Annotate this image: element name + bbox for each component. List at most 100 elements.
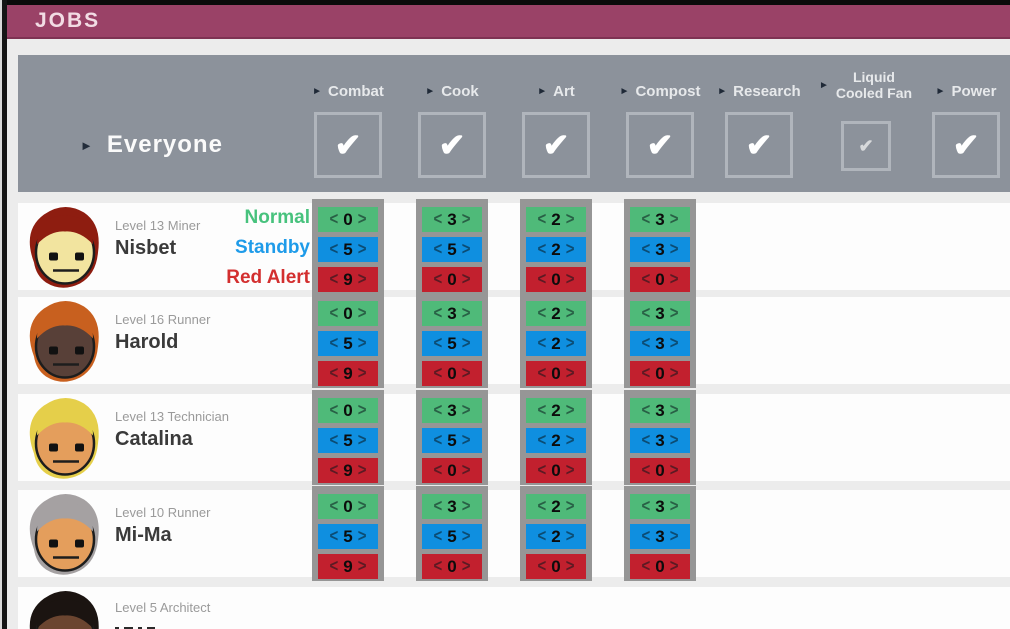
increment-arrow-icon[interactable]: > — [669, 556, 679, 577]
decrement-arrow-icon[interactable]: < — [433, 209, 443, 230]
increment-arrow-icon[interactable]: > — [357, 400, 367, 421]
expand-arrow-icon[interactable]: ► — [312, 86, 323, 97]
priority-cell-standby[interactable]: < 5 > — [318, 237, 378, 262]
increment-arrow-icon[interactable]: > — [565, 333, 575, 354]
decrement-arrow-icon[interactable]: < — [641, 430, 651, 451]
increment-arrow-icon[interactable]: > — [565, 363, 575, 384]
priority-cell-standby[interactable]: < 2 > — [526, 524, 586, 549]
decrement-arrow-icon[interactable]: < — [329, 460, 339, 481]
decrement-arrow-icon[interactable]: < — [641, 460, 651, 481]
priority-cell-normal[interactable]: < 0 > — [318, 398, 378, 423]
increment-arrow-icon[interactable]: > — [461, 460, 471, 481]
decrement-arrow-icon[interactable]: < — [641, 400, 651, 421]
decrement-arrow-icon[interactable]: < — [641, 239, 651, 260]
decrement-arrow-icon[interactable]: < — [537, 496, 547, 517]
priority-cell-red-alert[interactable]: < 0 > — [630, 267, 690, 292]
increment-arrow-icon[interactable]: > — [357, 303, 367, 324]
increment-arrow-icon[interactable]: > — [357, 333, 367, 354]
decrement-arrow-icon[interactable]: < — [433, 333, 443, 354]
decrement-arrow-icon[interactable]: < — [641, 496, 651, 517]
decrement-arrow-icon[interactable]: < — [329, 269, 339, 290]
decrement-arrow-icon[interactable]: < — [329, 363, 339, 384]
priority-cell-standby[interactable]: < 5 > — [422, 524, 482, 549]
increment-arrow-icon[interactable]: > — [669, 496, 679, 517]
increment-arrow-icon[interactable]: > — [565, 430, 575, 451]
priority-cell-normal[interactable]: < 3 > — [630, 301, 690, 326]
priority-cell-red-alert[interactable]: < 0 > — [526, 267, 586, 292]
increment-arrow-icon[interactable]: > — [565, 269, 575, 290]
decrement-arrow-icon[interactable]: < — [537, 460, 547, 481]
decrement-arrow-icon[interactable]: < — [433, 460, 443, 481]
priority-cell-red-alert[interactable]: < 9 > — [318, 267, 378, 292]
decrement-arrow-icon[interactable]: < — [329, 209, 339, 230]
expand-arrow-icon[interactable]: ► — [717, 86, 728, 97]
decrement-arrow-icon[interactable]: < — [537, 526, 547, 547]
increment-arrow-icon[interactable]: > — [669, 269, 679, 290]
increment-arrow-icon[interactable]: > — [565, 303, 575, 324]
column-header-liquid-cooled-fan[interactable]: ► Liquid Cooled Fan — [814, 69, 918, 101]
priority-cell-red-alert[interactable]: < 0 > — [630, 554, 690, 579]
priority-cell-standby[interactable]: < 5 > — [422, 428, 482, 453]
priority-cell-normal[interactable]: < 3 > — [422, 494, 482, 519]
increment-arrow-icon[interactable]: > — [461, 269, 471, 290]
column-checkbox-research[interactable]: ✔ — [725, 112, 793, 178]
decrement-arrow-icon[interactable]: < — [537, 269, 547, 290]
decrement-arrow-icon[interactable]: < — [537, 430, 547, 451]
priority-cell-standby[interactable]: < 3 > — [630, 331, 690, 356]
decrement-arrow-icon[interactable]: < — [433, 303, 443, 324]
increment-arrow-icon[interactable]: > — [357, 460, 367, 481]
column-header-power[interactable]: ► Power — [891, 83, 1010, 100]
increment-arrow-icon[interactable]: > — [461, 430, 471, 451]
increment-arrow-icon[interactable]: > — [669, 333, 679, 354]
decrement-arrow-icon[interactable]: < — [641, 209, 651, 230]
column-header-research[interactable]: ► Research — [684, 83, 834, 100]
increment-arrow-icon[interactable]: > — [461, 556, 471, 577]
priority-cell-standby[interactable]: < 5 > — [422, 237, 482, 262]
increment-arrow-icon[interactable]: > — [461, 496, 471, 517]
increment-arrow-icon[interactable]: > — [565, 239, 575, 260]
decrement-arrow-icon[interactable]: < — [433, 239, 443, 260]
decrement-arrow-icon[interactable]: < — [537, 209, 547, 230]
increment-arrow-icon[interactable]: > — [357, 269, 367, 290]
increment-arrow-icon[interactable]: > — [461, 363, 471, 384]
priority-cell-standby[interactable]: < 3 > — [630, 524, 690, 549]
priority-cell-red-alert[interactable]: < 0 > — [526, 458, 586, 483]
decrement-arrow-icon[interactable]: < — [641, 333, 651, 354]
increment-arrow-icon[interactable]: > — [669, 303, 679, 324]
priority-cell-standby[interactable]: < 2 > — [526, 237, 586, 262]
decrement-arrow-icon[interactable]: < — [641, 269, 651, 290]
decrement-arrow-icon[interactable]: < — [641, 556, 651, 577]
increment-arrow-icon[interactable]: > — [669, 239, 679, 260]
decrement-arrow-icon[interactable]: < — [329, 526, 339, 547]
increment-arrow-icon[interactable]: > — [565, 400, 575, 421]
priority-cell-standby[interactable]: < 3 > — [630, 428, 690, 453]
expand-arrow-icon[interactable]: ► — [935, 86, 946, 97]
increment-arrow-icon[interactable]: > — [565, 496, 575, 517]
increment-arrow-icon[interactable]: > — [461, 209, 471, 230]
priority-cell-normal[interactable]: < 2 > — [526, 398, 586, 423]
increment-arrow-icon[interactable]: > — [357, 239, 367, 260]
decrement-arrow-icon[interactable]: < — [641, 526, 651, 547]
decrement-arrow-icon[interactable]: < — [537, 333, 547, 354]
increment-arrow-icon[interactable]: > — [669, 430, 679, 451]
priority-cell-normal[interactable]: < 3 > — [630, 398, 690, 423]
increment-arrow-icon[interactable]: > — [357, 526, 367, 547]
expand-arrow-icon[interactable]: ► — [425, 86, 436, 97]
everyone-row-toggle[interactable]: ► Everyone — [80, 131, 223, 159]
column-header-cook[interactable]: ► Cook — [377, 83, 527, 100]
decrement-arrow-icon[interactable]: < — [641, 303, 651, 324]
decrement-arrow-icon[interactable]: < — [433, 430, 443, 451]
decrement-arrow-icon[interactable]: < — [329, 556, 339, 577]
increment-arrow-icon[interactable]: > — [565, 209, 575, 230]
decrement-arrow-icon[interactable]: < — [641, 363, 651, 384]
increment-arrow-icon[interactable]: > — [565, 556, 575, 577]
priority-cell-red-alert[interactable]: < 0 > — [630, 361, 690, 386]
priority-cell-red-alert[interactable]: < 0 > — [422, 361, 482, 386]
column-header-combat[interactable]: ► Combat — [273, 83, 423, 100]
priority-cell-normal[interactable]: < 0 > — [318, 207, 378, 232]
decrement-arrow-icon[interactable]: < — [537, 363, 547, 384]
increment-arrow-icon[interactable]: > — [357, 430, 367, 451]
priority-cell-normal[interactable]: < 2 > — [526, 494, 586, 519]
decrement-arrow-icon[interactable]: < — [329, 430, 339, 451]
increment-arrow-icon[interactable]: > — [669, 526, 679, 547]
